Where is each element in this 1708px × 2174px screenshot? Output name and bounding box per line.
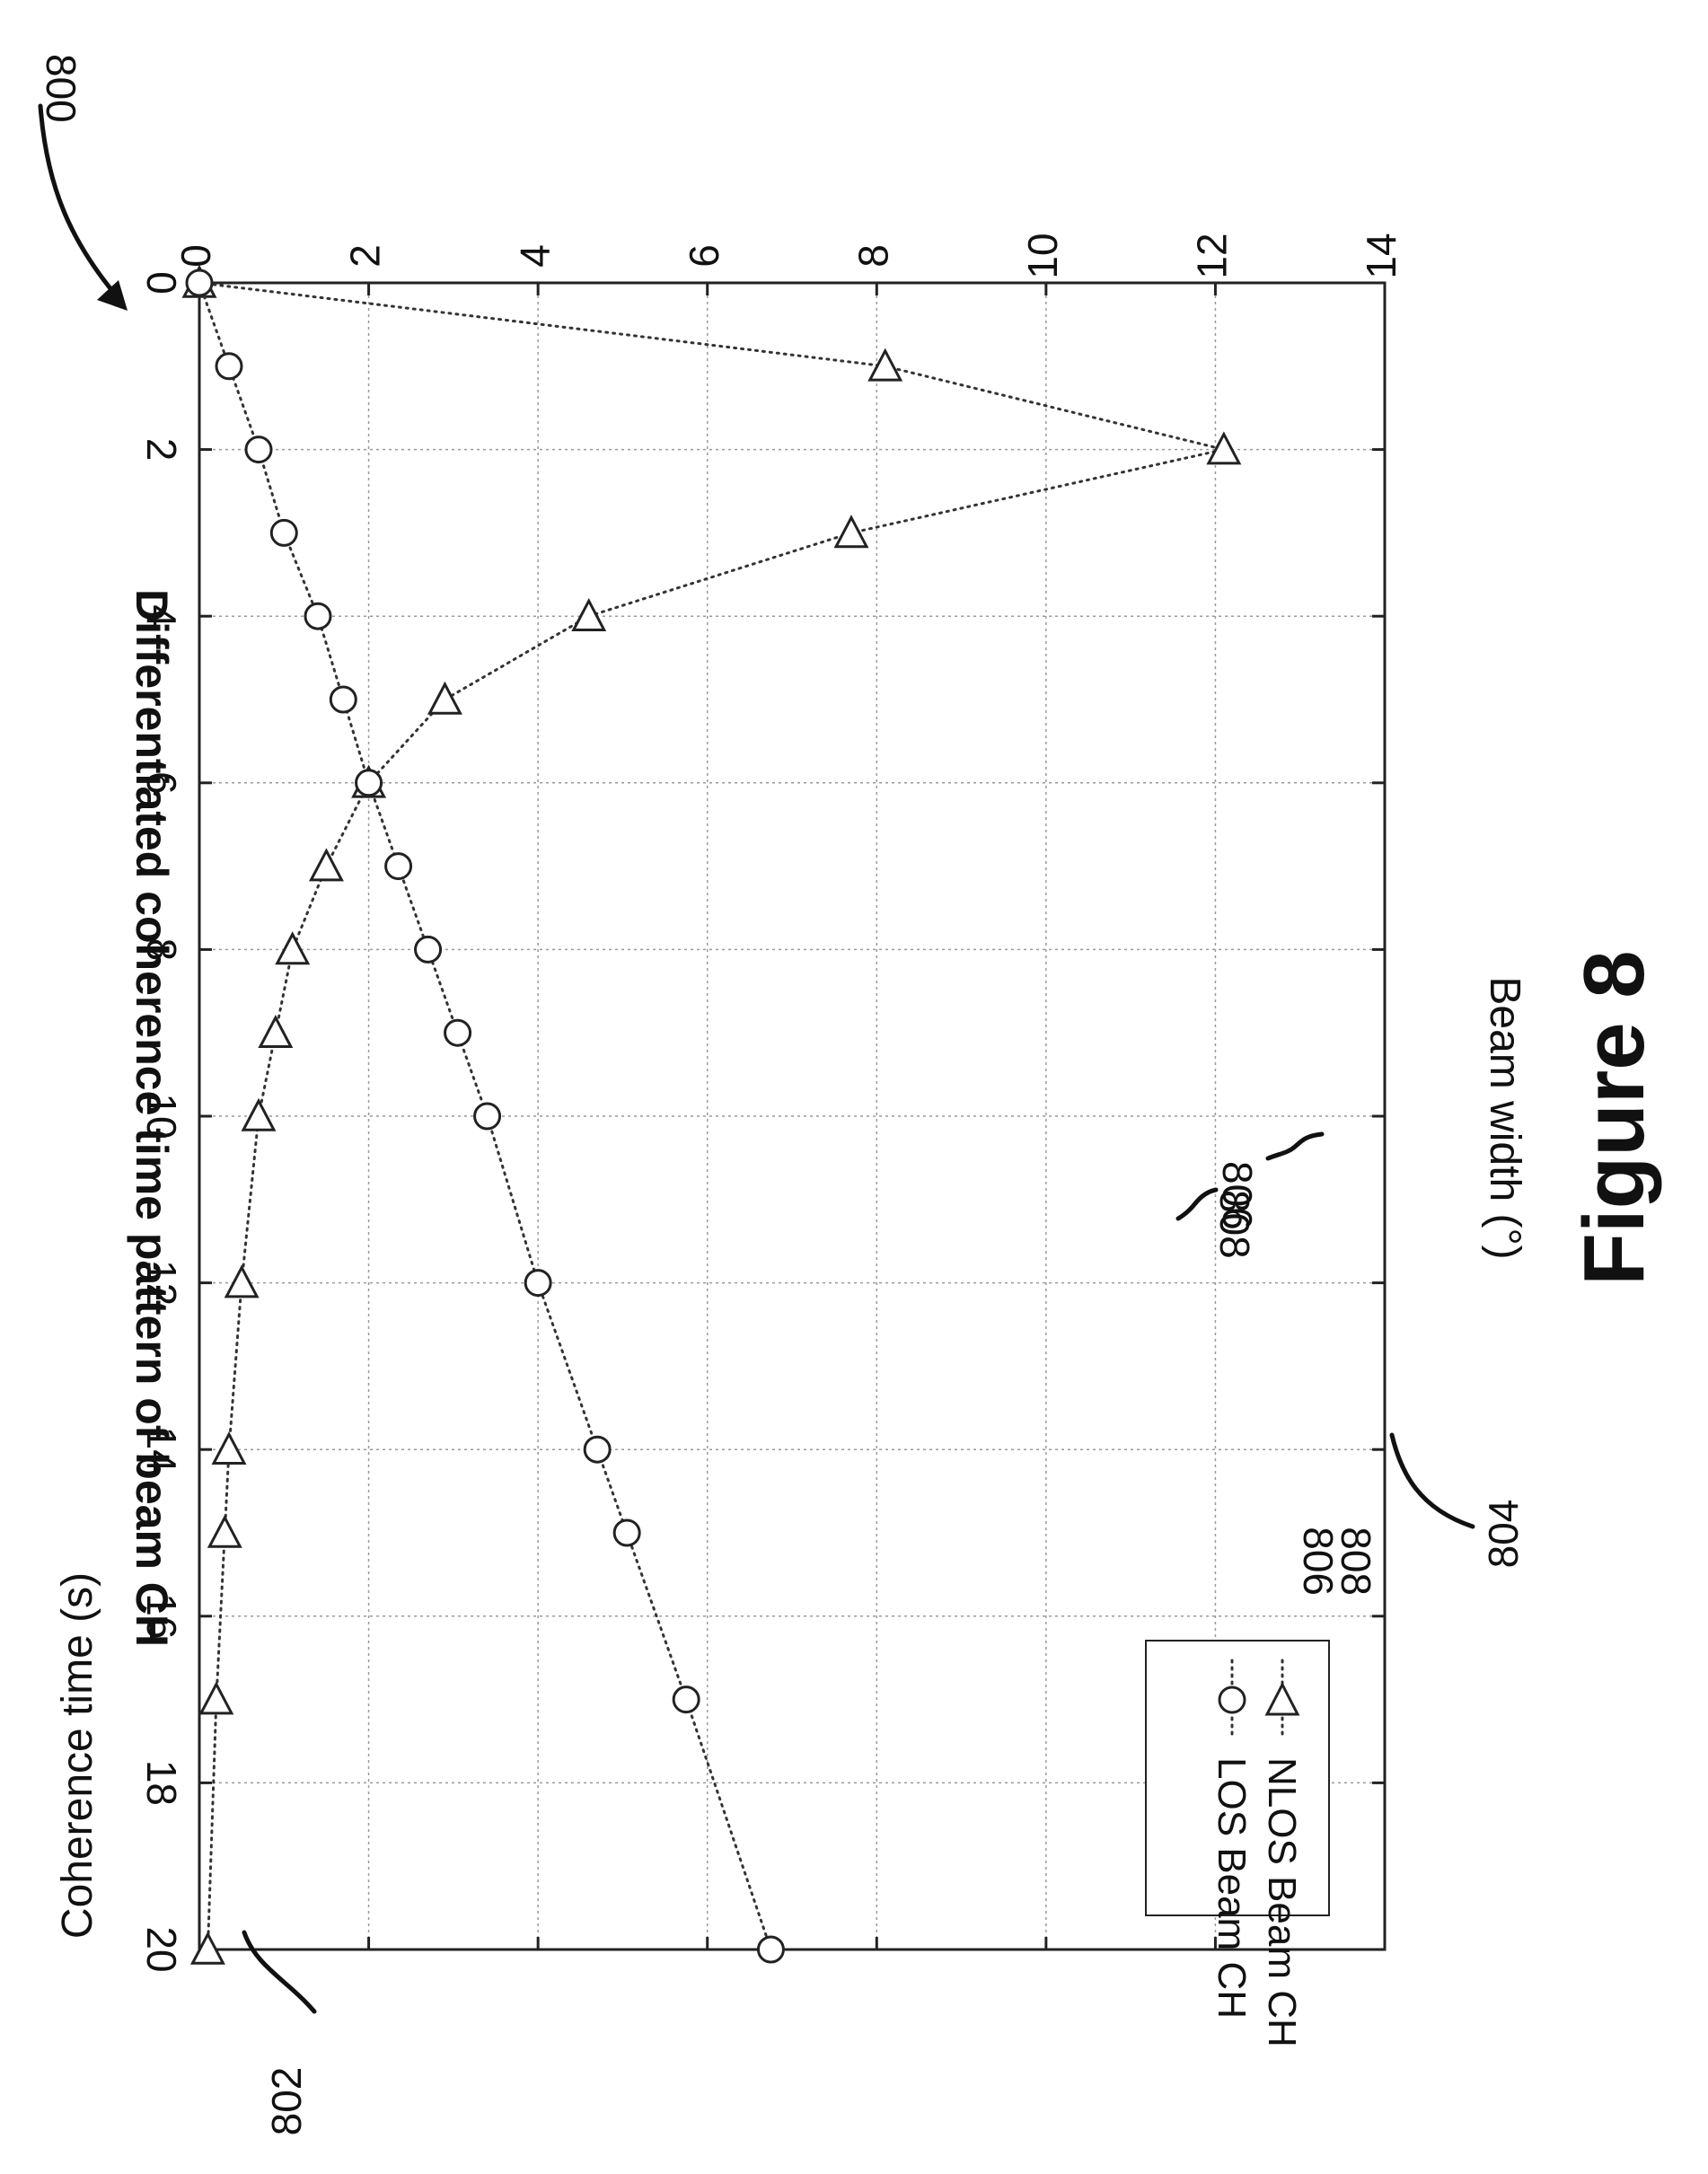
los-point (416, 937, 441, 962)
legend-los-label: LOS Beam CH (1210, 1757, 1254, 2019)
callout-808-squiggle (1178, 1190, 1216, 1219)
x-tick-label: 4 (138, 604, 185, 628)
nlos-point (574, 601, 604, 629)
plot-area: NLOS Beam CH LOS Beam CH 808 806 806 808… (138, 233, 1404, 2046)
los-point (246, 437, 271, 462)
los-point (357, 770, 382, 796)
los-point (585, 1437, 610, 1462)
nlos-point (201, 1685, 232, 1713)
arrow-800-head (97, 280, 128, 311)
nlos-point (277, 934, 308, 963)
series (184, 268, 1239, 1963)
chart: Differentiated coherence time pattern of… (127, 233, 1404, 2046)
y-tick-label: 14 (1358, 233, 1404, 278)
x-tick-label: 20 (138, 1926, 185, 1972)
los-point (758, 1937, 783, 1962)
x-tick-label: 18 (138, 1760, 185, 1806)
y-tick-label: 8 (850, 244, 896, 268)
arrow-800 (40, 106, 117, 296)
nlos-point (836, 517, 867, 546)
legend-nlos-label: NLOS Beam CH (1260, 1757, 1304, 2047)
nlos-point (429, 684, 460, 713)
legend: NLOS Beam CH LOS Beam CH (1146, 1641, 1329, 2047)
los-point (386, 854, 411, 879)
nlos-point (209, 1518, 240, 1546)
los-point (305, 603, 330, 629)
callout-808: 808 (1211, 1190, 1258, 1259)
x-tick-label: 2 (138, 438, 185, 462)
x-tick-label: 6 (138, 771, 185, 795)
ref-804: 804 (1480, 1500, 1527, 1569)
y-tick-label: 4 (511, 244, 558, 268)
figure-caption: Figure 8 (1566, 950, 1662, 1285)
leader-802 (244, 1932, 314, 2011)
legend-los-marker (1219, 1687, 1245, 1712)
los-point (674, 1687, 699, 1712)
nlos-point (243, 1101, 274, 1130)
los-point (187, 270, 212, 295)
los-point (475, 1104, 500, 1129)
x-tick-label: 10 (138, 1093, 185, 1139)
nlos-point (260, 1017, 291, 1046)
x-axis-title: Beam width (°) (1481, 976, 1528, 1259)
y-tick-label: 2 (342, 244, 389, 268)
y-axis-title: Coherence time (s) (54, 1572, 101, 1939)
leader-804 (1392, 1435, 1473, 1527)
nlos-point (311, 851, 341, 880)
y-tick-label: 0 (172, 244, 219, 268)
y-tick-label: 6 (681, 244, 727, 268)
ref-800: 800 (38, 54, 84, 123)
los-point (445, 1020, 471, 1045)
los-point (525, 1271, 550, 1296)
nlos-point (870, 351, 901, 380)
y-tick-label: 12 (1189, 233, 1236, 278)
los-point (614, 1520, 639, 1545)
nlos-point (1209, 435, 1239, 463)
y-tick-label: 10 (1019, 233, 1066, 278)
nlos-point (214, 1434, 244, 1463)
x-tick-label: 12 (138, 1260, 185, 1306)
x-tick-label: 8 (138, 938, 185, 962)
x-tick-label: 0 (138, 271, 185, 295)
x-tick-label: 16 (138, 1593, 185, 1639)
legend-ref-806: 806 (1295, 1527, 1342, 1596)
callout-806-squiggle (1268, 1134, 1322, 1158)
nlos-point (226, 1268, 257, 1297)
ref-802: 802 (263, 2067, 310, 2136)
los-point (216, 354, 242, 379)
x-tick-label: 14 (138, 1427, 185, 1473)
los-point (330, 687, 356, 712)
los-point (271, 520, 296, 545)
